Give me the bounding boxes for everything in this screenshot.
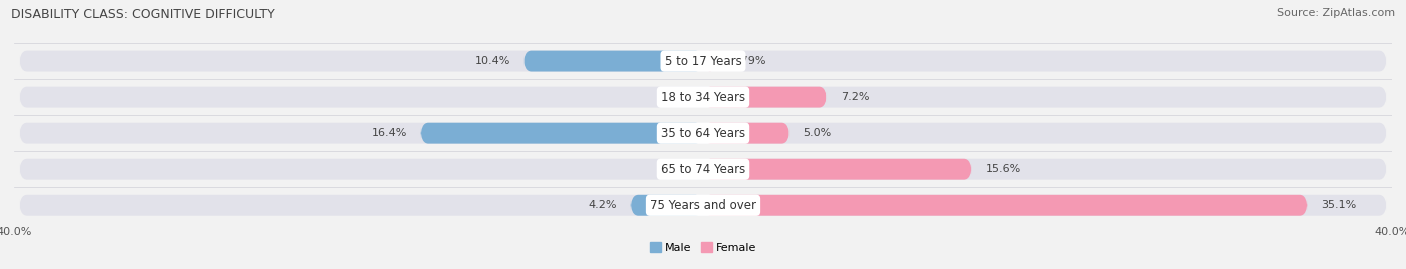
- Text: 10.4%: 10.4%: [475, 56, 510, 66]
- Text: Source: ZipAtlas.com: Source: ZipAtlas.com: [1277, 8, 1395, 18]
- Text: 7.2%: 7.2%: [841, 92, 869, 102]
- Text: 0.79%: 0.79%: [730, 56, 766, 66]
- Text: 75 Years and over: 75 Years and over: [650, 199, 756, 212]
- Text: 5 to 17 Years: 5 to 17 Years: [665, 55, 741, 68]
- Text: 65 to 74 Years: 65 to 74 Years: [661, 163, 745, 176]
- FancyBboxPatch shape: [20, 159, 1386, 180]
- Text: DISABILITY CLASS: COGNITIVE DIFFICULTY: DISABILITY CLASS: COGNITIVE DIFFICULTY: [11, 8, 276, 21]
- Text: 0.0%: 0.0%: [661, 92, 689, 102]
- FancyBboxPatch shape: [703, 123, 789, 144]
- FancyBboxPatch shape: [20, 87, 1386, 108]
- Text: 35 to 64 Years: 35 to 64 Years: [661, 127, 745, 140]
- Legend: Male, Female: Male, Female: [645, 238, 761, 257]
- FancyBboxPatch shape: [20, 195, 1386, 216]
- Text: 35.1%: 35.1%: [1322, 200, 1357, 210]
- FancyBboxPatch shape: [420, 123, 703, 144]
- FancyBboxPatch shape: [703, 159, 972, 180]
- FancyBboxPatch shape: [703, 195, 1308, 216]
- Text: 18 to 34 Years: 18 to 34 Years: [661, 91, 745, 104]
- FancyBboxPatch shape: [20, 51, 1386, 72]
- Text: 16.4%: 16.4%: [371, 128, 406, 138]
- FancyBboxPatch shape: [703, 87, 827, 108]
- Text: 5.0%: 5.0%: [803, 128, 831, 138]
- Text: 15.6%: 15.6%: [986, 164, 1021, 174]
- Text: 4.2%: 4.2%: [588, 200, 617, 210]
- FancyBboxPatch shape: [631, 195, 703, 216]
- FancyBboxPatch shape: [20, 123, 1386, 144]
- FancyBboxPatch shape: [703, 51, 717, 72]
- Text: 0.0%: 0.0%: [661, 164, 689, 174]
- FancyBboxPatch shape: [524, 51, 703, 72]
